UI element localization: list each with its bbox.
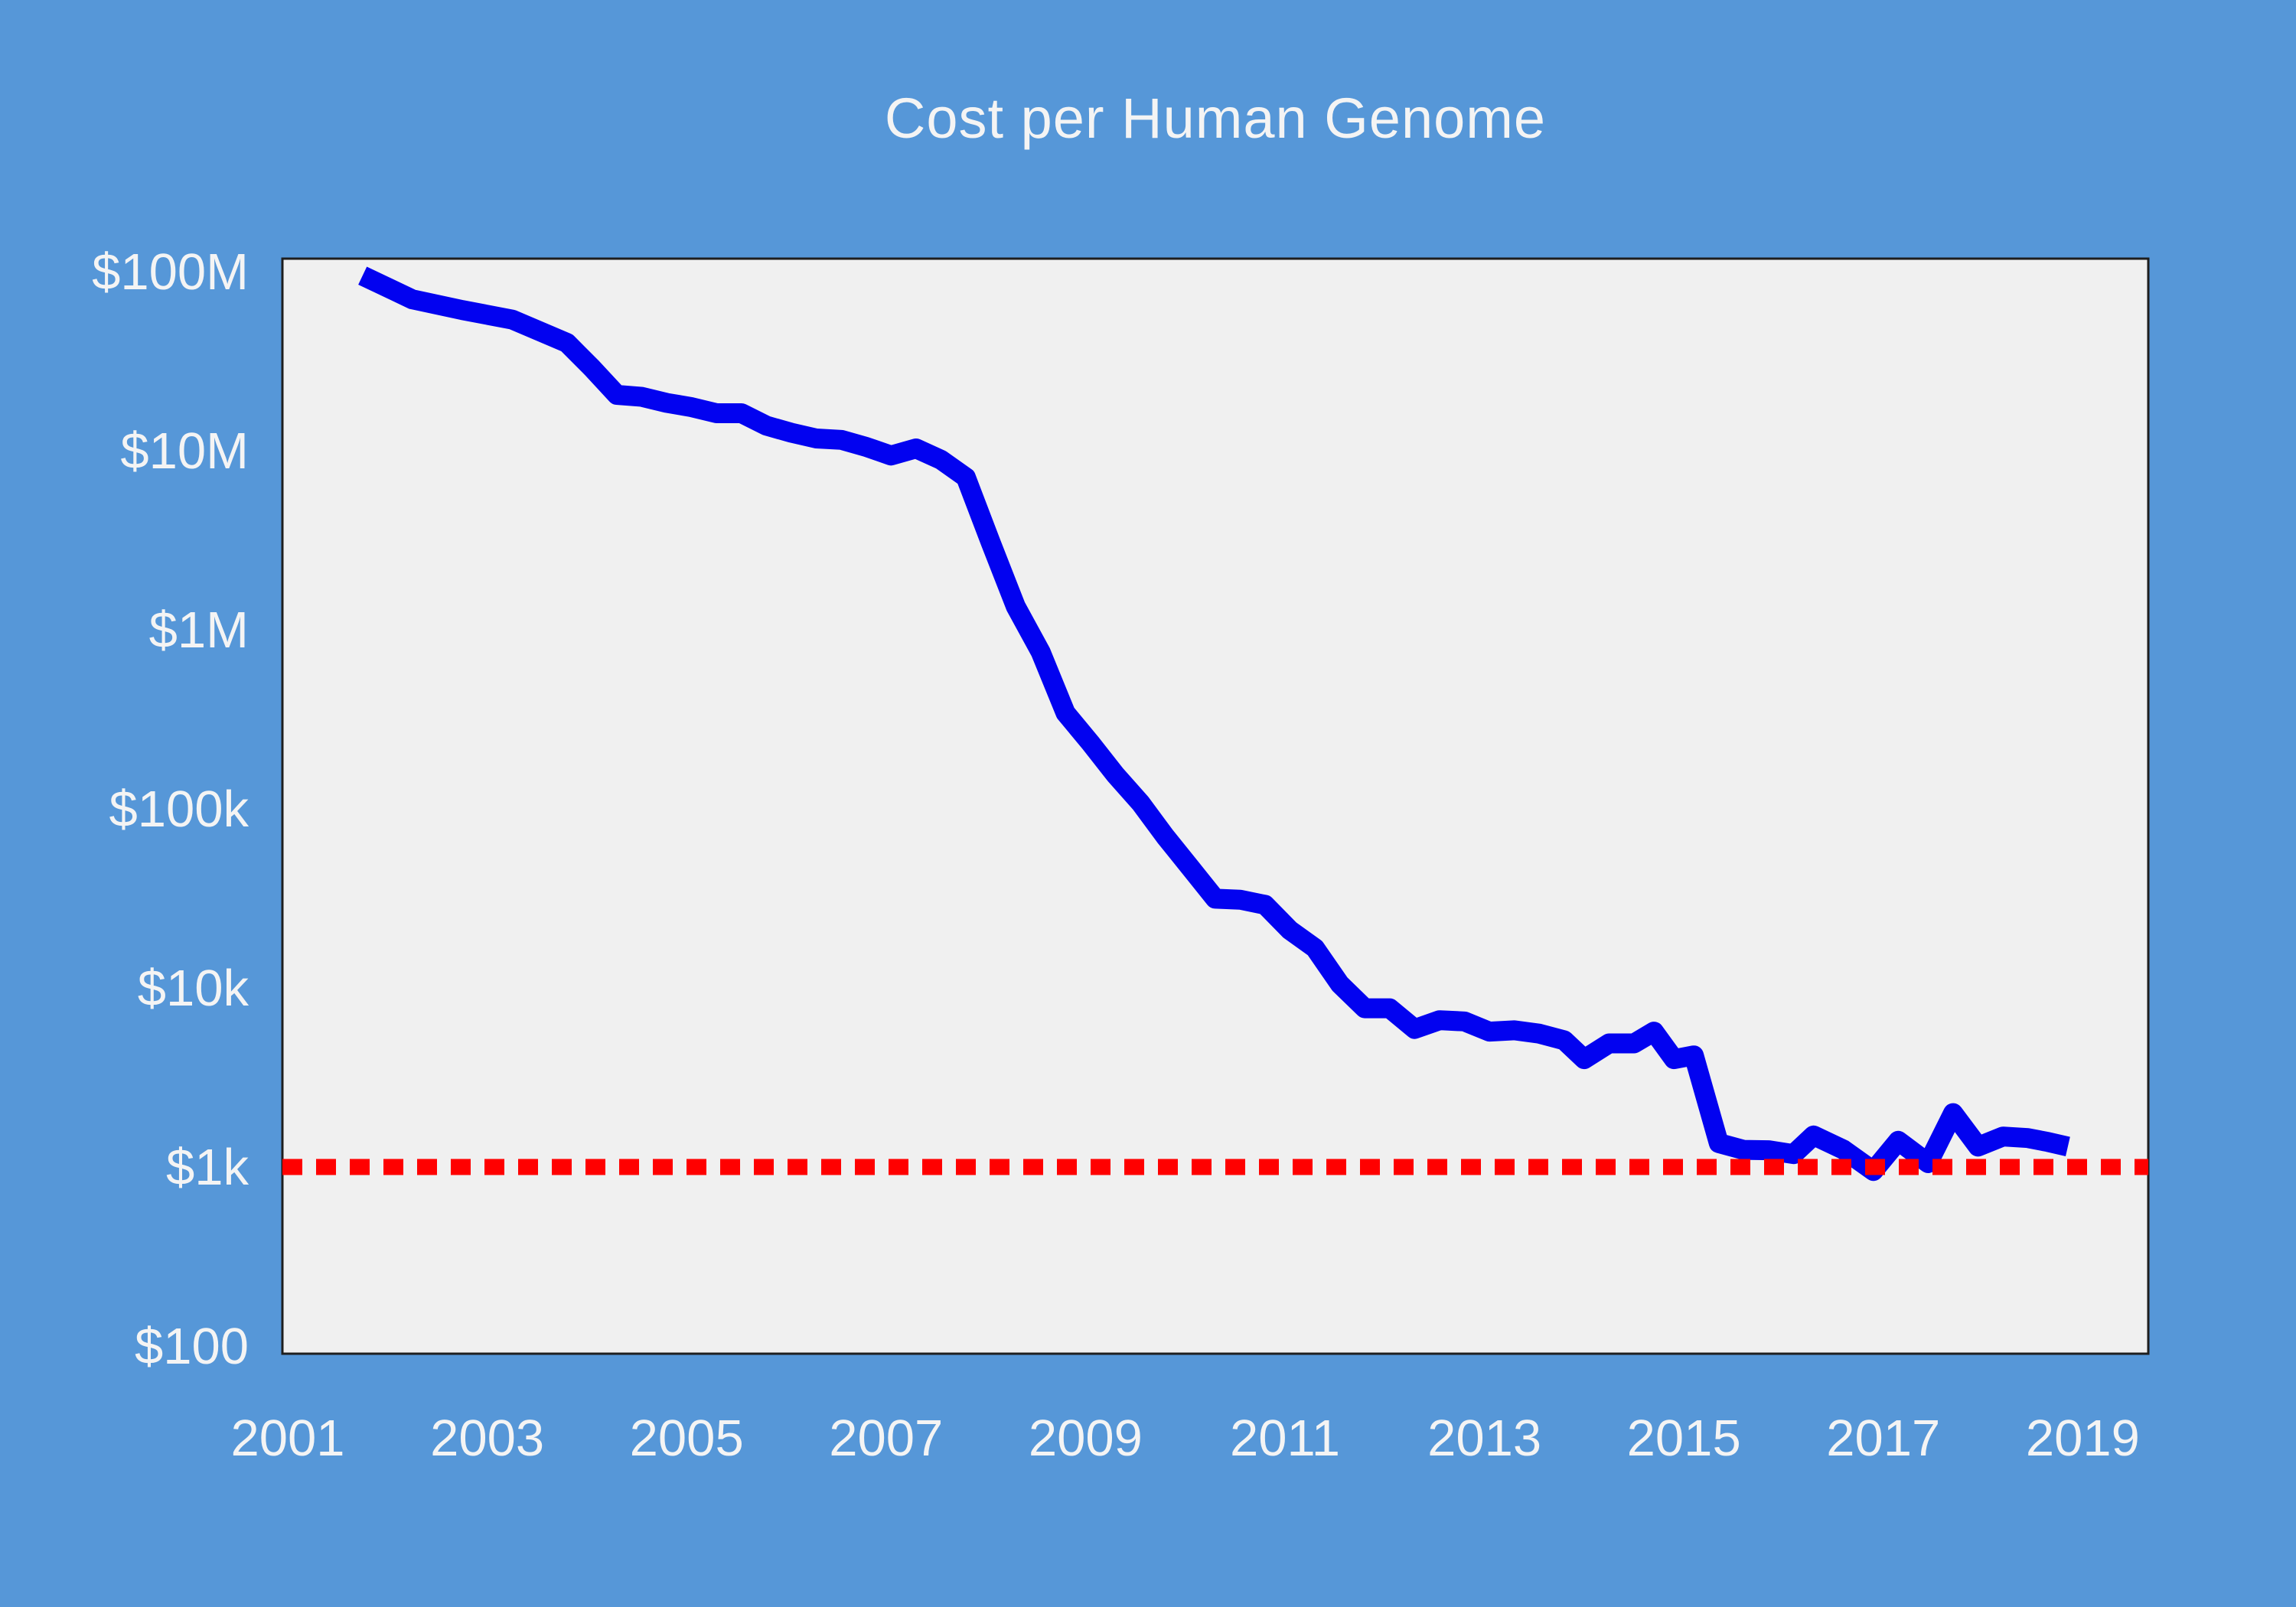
y-axis-tick-label: $1k (166, 1139, 249, 1196)
chart-title: Cost per Human Genome (884, 86, 1547, 150)
x-axis-tick-label: 2009 (1029, 1410, 1143, 1467)
x-axis-tick-label: 2013 (1427, 1410, 1541, 1467)
y-axis-tick-label: $100 (135, 1318, 249, 1375)
y-axis-tick-label: $10M (120, 422, 249, 480)
y-axis-tick-label: $100M (92, 243, 249, 301)
x-axis-tick-label: 2001 (230, 1410, 344, 1467)
x-axis-tick-label: 2011 (1230, 1410, 1340, 1467)
x-axis-tick-label: 2019 (2026, 1410, 2140, 1467)
cost-line (358, 266, 2070, 1182)
y-axis-tick-label: $100k (109, 781, 249, 838)
y-axis-tick-label: $10k (138, 960, 249, 1017)
x-axis-tick-label: 2015 (1627, 1410, 1741, 1467)
y-axis-tick-label: $1M (149, 601, 249, 659)
x-axis-tick-label: 2005 (630, 1410, 744, 1467)
plot-panel (281, 257, 2150, 1355)
x-axis-tick-label: 2003 (430, 1410, 544, 1467)
x-axis-tick-label: 2017 (1826, 1410, 1940, 1467)
x-axis-tick-label: 2007 (829, 1410, 943, 1467)
